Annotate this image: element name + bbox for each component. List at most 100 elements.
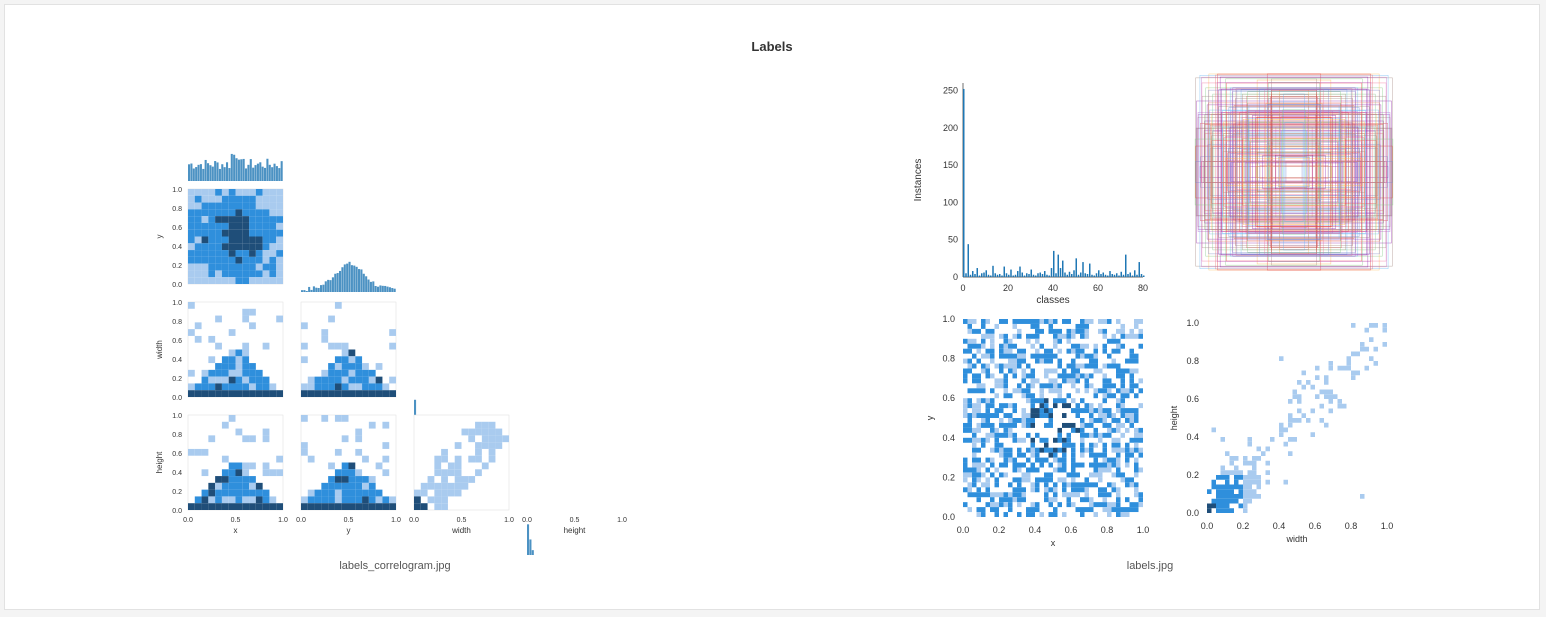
xy-heatmap-bin	[1017, 353, 1022, 359]
x-width-heatmap-bin	[242, 383, 250, 391]
xy-heatmap-bin	[1138, 432, 1143, 438]
xy-heatmap-bin	[999, 348, 1004, 354]
x-hist-bar	[223, 167, 226, 181]
xy-heatmap-bin	[1030, 502, 1035, 508]
x-height-heatmap-bin	[221, 489, 229, 497]
x-y-heatmap-bin	[249, 209, 256, 217]
wh-heatmap-bin	[1301, 384, 1306, 390]
x-width-heatmap-bin	[188, 390, 195, 397]
xy-heatmap-bin	[985, 398, 990, 404]
xy-heatmap-bin	[1102, 442, 1107, 448]
xy-heatmap-bin	[1017, 452, 1022, 458]
x-height-heatmap-bin	[235, 503, 243, 510]
x-width-heatmap-bin	[255, 383, 263, 391]
y-height-heatmap-bin	[368, 476, 376, 483]
class-bar	[1100, 274, 1102, 277]
wh-heatmap-bin	[1279, 427, 1284, 433]
xy-heatmap-bin	[972, 408, 977, 414]
xy-heatmap-bin	[1039, 512, 1044, 517]
x-height-heatmap-bin	[276, 469, 283, 477]
xy-heatmap-bin	[1035, 398, 1040, 404]
bbox-outline	[1249, 140, 1339, 204]
wh-heatmap-bin	[1337, 403, 1342, 409]
x-y-heatmap-bin	[201, 270, 209, 278]
xy-heatmap-bin	[990, 427, 995, 433]
class-bar	[1120, 271, 1122, 277]
class-bar	[1003, 266, 1005, 277]
correlogram-tick-label: 0.0	[409, 517, 419, 524]
wh-heatmap-bin	[1243, 508, 1248, 513]
xy-heatmap-bin	[1012, 437, 1017, 443]
bbox-outline	[1216, 82, 1372, 262]
xy-heatmap-bin	[1030, 398, 1035, 404]
y-height-heatmap-bin	[314, 496, 322, 504]
y-hist-bar	[346, 263, 349, 292]
y-hist-bar	[381, 285, 384, 292]
xy-heatmap-bin	[1080, 333, 1085, 339]
wh-heatmap-bin	[1220, 489, 1225, 494]
xy-heatmap-bin	[1129, 378, 1134, 384]
y-width-heatmap-bin	[368, 369, 376, 377]
xy-heatmap-bin	[1012, 457, 1017, 463]
xy-heatmap-bin	[1098, 492, 1103, 498]
xy-heatmap-bin	[1057, 427, 1062, 433]
width-height-heatmap-bin	[461, 428, 469, 436]
x-height-heatmap-bin	[194, 496, 202, 504]
xy-heatmap-bin	[1048, 383, 1053, 389]
bbox-outline	[1244, 162, 1344, 182]
y-height-heatmap-bin	[348, 503, 356, 510]
xy-heatmap-bin	[1120, 507, 1125, 513]
y-height-heatmap-bin	[314, 503, 322, 510]
xy-heatmap-bin	[967, 472, 972, 478]
xy-heatmap-bin	[1080, 487, 1085, 493]
xy-heatmap-bin	[1129, 437, 1134, 443]
wh-heatmap-bin	[1229, 498, 1234, 504]
xy-heatmap-bin	[1134, 462, 1139, 468]
xy-heatmap-bin	[1021, 408, 1026, 414]
xy-heatmap-bin	[1107, 363, 1112, 369]
x-y-heatmap-bin	[249, 277, 256, 284]
class-bar	[1073, 270, 1075, 277]
y-height-heatmap-bin	[341, 476, 349, 483]
x-hist-bar	[192, 168, 195, 181]
xy-heatmap-bin	[1026, 363, 1031, 369]
x-hist-bar	[237, 159, 240, 181]
xy-heatmap-bin	[1021, 437, 1026, 443]
xy-heatmap-bin	[1044, 482, 1049, 488]
xy-heatmap-bin	[1003, 512, 1008, 517]
x-y-heatmap-bin	[188, 243, 195, 251]
xy-heatmap-bin	[1066, 497, 1071, 503]
width-height-heatmap-bin	[414, 489, 421, 497]
labels-correlogram-image[interactable]: 0.00.20.40.60.81.0y0.00.20.40.60.81.0wid…	[150, 145, 640, 555]
x-y-heatmap-bin	[269, 209, 277, 217]
xy-heatmap-bin	[1125, 393, 1130, 399]
xy-heatmap-bin	[1012, 343, 1017, 349]
bbox-outline	[1219, 76, 1369, 268]
y-height-heatmap-bin	[301, 442, 308, 449]
xy-heatmap-bin	[976, 373, 981, 379]
xy-heatmap-bin	[1138, 328, 1143, 334]
x-y-heatmap-bin	[188, 222, 195, 230]
xy-heatmap-bin	[1071, 502, 1076, 508]
bbox-outline	[1268, 82, 1320, 262]
xy-heatmap-bin	[1134, 507, 1139, 513]
class-bar	[1080, 272, 1082, 277]
correlogram-tick-label: 0.0	[522, 517, 532, 524]
xy-heatmap-bin	[1107, 353, 1112, 359]
class-bar	[985, 270, 987, 277]
x-width-heatmap-bin	[262, 376, 270, 384]
xy-heatmap-bin	[981, 388, 986, 394]
y-hist-bar	[320, 285, 323, 292]
bbox-outline	[1247, 110, 1341, 234]
instances-x-tick: 20	[1003, 283, 1013, 293]
xy-heatmap-bin	[1080, 353, 1085, 359]
xy-heatmap-bin	[1120, 388, 1125, 394]
y-height-heatmap-bin	[334, 482, 342, 490]
xy-heatmap-bin	[1125, 427, 1130, 433]
xy-heatmap-bin	[990, 343, 995, 349]
width-height-heatmap-bin	[481, 442, 489, 449]
bbox-outline	[1235, 98, 1353, 246]
xy-heatmap-bin	[1008, 432, 1013, 438]
xy-heatmap-bin	[1003, 462, 1008, 468]
